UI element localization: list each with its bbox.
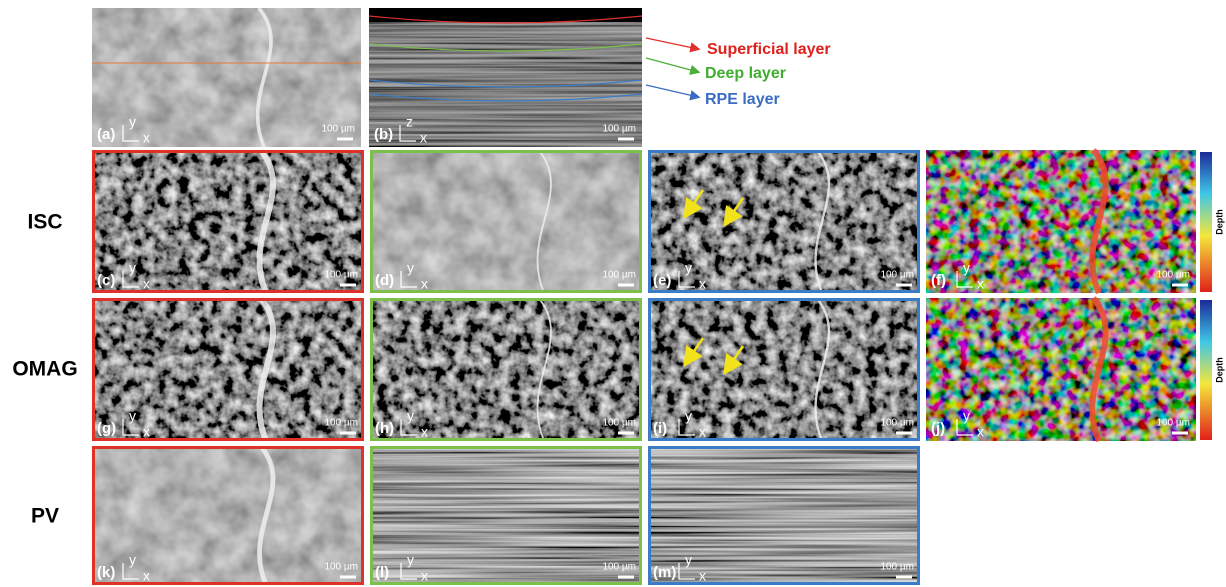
scale-bar-label: 100 µm <box>880 562 914 573</box>
panel: (e) yx 100 µm <box>648 150 920 293</box>
panel-label: (j) <box>931 420 945 437</box>
axis-label: y <box>129 260 136 276</box>
panel: (f) yx 100 µm <box>926 150 1196 293</box>
panel-label: (d) <box>375 272 394 289</box>
panel: (b) zx 100 µm <box>369 8 642 147</box>
axis-label: y <box>129 552 136 568</box>
panel-label: (m) <box>653 564 676 581</box>
legend-arrow <box>646 58 698 72</box>
axis-label: y <box>407 408 414 424</box>
axis-label: y <box>407 552 414 568</box>
scale-bar-label: 100 µm <box>321 124 355 135</box>
row-label: ISC <box>27 211 62 234</box>
scale-bar-label: 100 µm <box>602 270 636 281</box>
legend-label: Superficial layer <box>707 41 831 58</box>
axis-label: x <box>143 276 150 292</box>
panel: (h) yx 100 µm <box>370 298 642 441</box>
panel-label: (i) <box>653 420 667 437</box>
panel-label: (k) <box>97 564 115 581</box>
figure: ISC OMAG PV Superficial layer Deep layer… <box>0 0 1226 587</box>
axis-label: x <box>699 424 706 440</box>
axis-label: x <box>421 424 428 440</box>
axis-label: x <box>420 130 427 146</box>
colorbar <box>1200 152 1212 292</box>
panel: (a) yx 100 µm <box>92 8 361 147</box>
panel: (g) yx 100 µm <box>92 298 364 441</box>
legend-arrow <box>646 38 698 49</box>
legend-arrow <box>646 85 698 97</box>
legend-label: RPE layer <box>705 91 780 108</box>
panel-label: (b) <box>374 126 393 143</box>
scale-bar-label: 100 µm <box>880 270 914 281</box>
scale-bar-label: 100 µm <box>602 562 636 573</box>
row-label: PV <box>31 505 59 528</box>
axis-label: x <box>143 424 150 440</box>
panel: (k) yx 100 µm <box>92 446 364 585</box>
scale-bar-label: 100 µm <box>324 562 358 573</box>
axis-label: y <box>685 552 692 568</box>
axis-label: x <box>421 568 428 584</box>
panel-label: (c) <box>97 272 115 289</box>
panel-label: (h) <box>375 420 394 437</box>
colorbar-label: Depth <box>1214 357 1224 383</box>
scale-bar-label: 100 µm <box>602 418 636 429</box>
scale-bar-label: 100 µm <box>324 270 358 281</box>
scale-bar-label: 100 µm <box>602 124 636 135</box>
colorbar <box>1200 300 1212 440</box>
axis-label: y <box>685 408 692 424</box>
axis-label: y <box>963 260 970 276</box>
panel: (d) yx 100 µm <box>370 150 642 293</box>
colorbar-label: Depth <box>1214 209 1224 235</box>
axis-label: y <box>963 408 970 424</box>
panel: (m) yx 100 µm <box>648 446 920 585</box>
axis-label: x <box>143 568 150 584</box>
axis-label: x <box>977 424 984 440</box>
legend-label: Deep layer <box>705 65 786 82</box>
panel-label: (f) <box>931 272 946 289</box>
axis-label: z <box>406 114 413 130</box>
panel-label: (e) <box>653 272 671 289</box>
axis-label: x <box>421 276 428 292</box>
scale-bar-label: 100 µm <box>880 418 914 429</box>
panel-label: (l) <box>375 564 389 581</box>
scale-bar-label: 100 µm <box>324 418 358 429</box>
axis-label: x <box>699 568 706 584</box>
panel-label: (a) <box>97 126 115 143</box>
panel: (c) yx 100 µm <box>92 150 364 293</box>
axis-label: y <box>129 408 136 424</box>
scale-bar-label: 100 µm <box>1156 270 1190 281</box>
axis-label: x <box>699 276 706 292</box>
panel-label: (g) <box>97 420 116 437</box>
row-label: OMAG <box>12 358 77 381</box>
axis-label: y <box>129 114 136 130</box>
axis-label: y <box>407 260 414 276</box>
panel: (i) yx 100 µm <box>648 298 920 441</box>
axis-label: x <box>143 130 150 146</box>
axis-label: y <box>685 260 692 276</box>
scale-bar-label: 100 µm <box>1156 418 1190 429</box>
panel: (l) yx 100 µm <box>370 446 642 585</box>
panel: (j) yx 100 µm <box>926 298 1196 441</box>
axis-label: x <box>977 276 984 292</box>
